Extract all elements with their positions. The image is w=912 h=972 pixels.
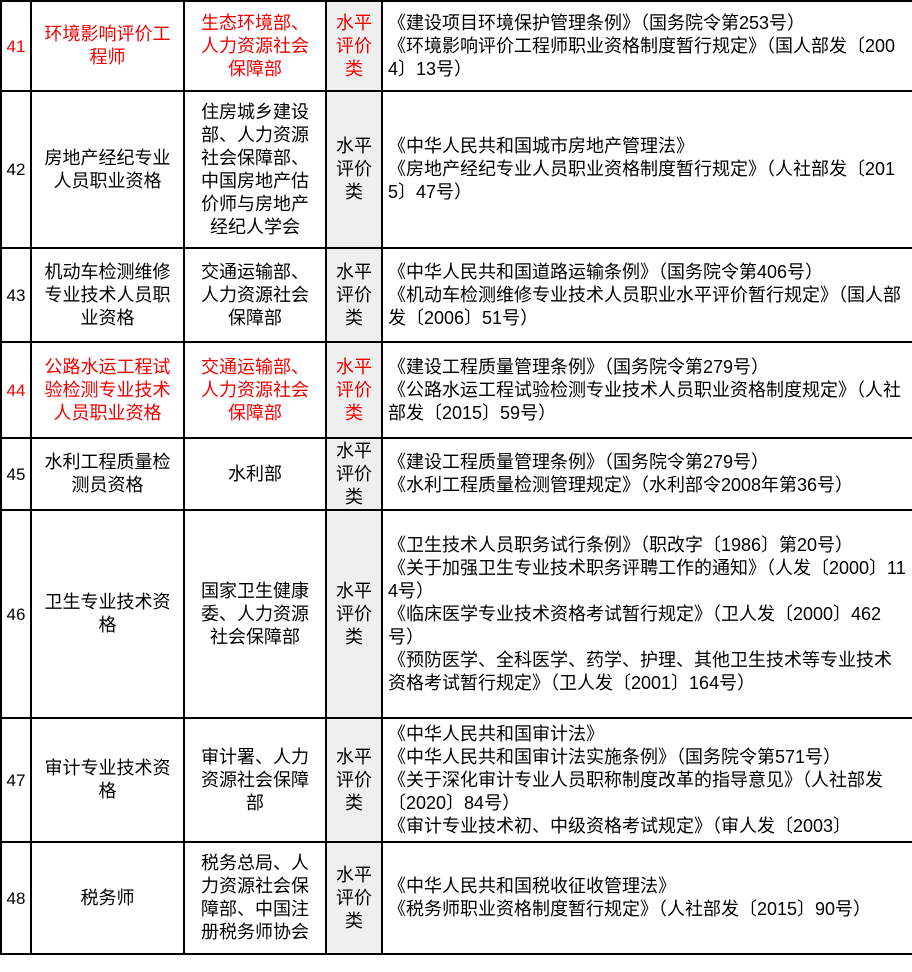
qualification-name: 审计专业技术资格 <box>30 717 185 843</box>
legal-basis-item: 《水利工程质量检测管理规定》（水利部令2008年第36号） <box>388 475 854 495</box>
table-row: 45 水利工程质量检测员资格 水利部 水平评价类 《建设工程质量管理条例》（国务… <box>0 437 912 511</box>
implementing-department: 交通运输部、人力资源社会保障部 <box>183 341 327 439</box>
legal-basis-item: 《预防医学、全科医学、药学、护理、其他卫生技术等专业技术资格考试暂行规定》（卫人… <box>388 649 892 693</box>
legal-basis-item: 《中华人民共和国道路运输条例》（国务院令第406号） <box>388 261 824 282</box>
table-row: 48 税务师 税务总局、人力资源社会保障部、中国注册税务师协会 水平评价类 《中… <box>0 841 912 955</box>
legal-basis-item: 《审计专业技术初、中级资格考试规定》（审人发〔2003〕 <box>388 815 852 836</box>
qualification-name: 房地产经纪专业人员职业资格 <box>30 90 185 249</box>
row-number: 45 <box>0 437 32 511</box>
category-label: 水平评价类 <box>325 90 383 249</box>
legal-basis-cell: 《建设工程质量管理条例》（国务院令第279号） 《公路水运工程试验检测专业技术人员… <box>381 341 912 439</box>
implementing-department: 审计署、人力资源社会保障部 <box>183 717 327 843</box>
table-row: 46 卫生专业技术资格 国家卫生健康委、人力资源社会保障部 水平评价类 《卫生技… <box>0 509 912 719</box>
legal-basis-item: 《中华人民共和国城市房地产管理法》 <box>388 136 694 156</box>
row-number: 48 <box>0 841 32 955</box>
legal-basis-item: 《建设工程质量管理条例》（国务院令第279号） <box>388 356 770 377</box>
legal-basis-item: 《中华人民共和国税收征收管理法》 <box>388 876 676 896</box>
qualification-name: 税务师 <box>30 841 185 955</box>
legal-basis-item: 《关于加强卫生专业技术职务评聘工作的通知》（人发〔2000〕114号） <box>388 557 906 601</box>
legal-basis-cell: 《建设工程质量管理条例》（国务院令第279号） 《水利工程质量检测管理规定》（水利… <box>381 437 912 511</box>
legal-basis-item: 《建设项目环境保护管理条例》（国务院令第253号） <box>388 12 806 33</box>
row-number: 43 <box>0 247 32 343</box>
legal-basis-cell: 《中华人民共和国城市房地产管理法》《房地产经纪专业人员职业资格制度暂行规定》（人… <box>381 90 912 249</box>
category-label: 水平评价类 <box>325 509 383 719</box>
implementing-department: 水利部 <box>183 437 327 511</box>
legal-basis-cell: 《中华人民共和国道路运输条例》（国务院令第406号） 《机动车检测维修专业技术人员… <box>381 247 912 343</box>
category-label: 水平评价类 <box>325 841 383 955</box>
category-label: 水平评价类 <box>325 437 383 511</box>
row-number: 42 <box>0 90 32 249</box>
row-number: 44 <box>0 341 32 439</box>
qualification-name: 机动车检测维修专业技术人员职业资格 <box>30 247 185 343</box>
table-row: 41 环境影响评价工程师 生态环境部、人力资源社会保障部 水平评价类 《建设项目… <box>0 0 912 92</box>
implementing-department: 交通运输部、人力资源社会保障部 <box>183 247 327 343</box>
legal-basis-item: 《临床医学专业技术资格考试暂行规定》（卫人发〔2000〕462号） <box>388 603 882 647</box>
qualification-name: 环境影响评价工程师 <box>30 0 185 92</box>
legal-basis-item: 《建设工程质量管理条例》（国务院令第279号） <box>388 452 770 472</box>
legal-basis-item: 《中华人民共和国审计法实施条例》（国务院令第571号） <box>388 746 842 767</box>
implementing-department: 国家卫生健康委、人力资源社会保障部 <box>183 509 327 719</box>
qualification-name: 公路水运工程试验检测专业技术人员职业资格 <box>30 341 185 439</box>
category-label: 水平评价类 <box>325 0 383 92</box>
legal-basis-item: 《卫生技术人员职务试行条例》（职改字〔1986〕第20号） <box>388 534 854 555</box>
qualification-name: 水利工程质量检测员资格 <box>30 437 185 511</box>
legal-basis-item: 《税务师职业资格制度暂行规定》（人社部发〔2015〕90号） <box>388 899 872 919</box>
implementing-department: 住房城乡建设部、人力资源社会保障部、中国房地产估价师与房地产经纪人学会 <box>183 90 327 249</box>
legal-basis-cell: 《中华人民共和国审计法》 《中华人民共和国审计法实施条例》（国务院令第571号）《… <box>381 717 912 843</box>
row-number: 46 <box>0 509 32 719</box>
row-number: 47 <box>0 717 32 843</box>
legal-basis-item: 《关于深化审计专业人员职称制度改革的指导意见》（人社部发〔2020〕84号） <box>388 769 883 813</box>
table-row: 43 机动车检测维修专业技术人员职业资格 交通运输部、人力资源社会保障部 水平评… <box>0 247 912 343</box>
table-row: 44 公路水运工程试验检测专业技术人员职业资格 交通运输部、人力资源社会保障部 … <box>0 341 912 439</box>
legal-basis-item: 《房地产经纪专业人员职业资格制度暂行规定》（人社部发〔2015〕47号） <box>388 159 896 202</box>
implementing-department: 税务总局、人力资源社会保障部、中国注册税务师协会 <box>183 841 327 955</box>
row-number: 41 <box>0 0 32 92</box>
legal-basis-cell: 《卫生技术人员职务试行条例》（职改字〔1986〕第20号） 《关于加强卫生专业技术… <box>381 509 912 719</box>
implementing-department: 生态环境部、人力资源社会保障部 <box>183 0 327 92</box>
legal-basis-item: 《中华人民共和国审计法》 <box>388 723 604 744</box>
legal-basis-cell: 《中华人民共和国税收征收管理法》《税务师职业资格制度暂行规定》（人社部发〔201… <box>381 841 912 955</box>
legal-basis-item: 《机动车检测维修专业技术人员职业水平评价暂行规定》（国人部发〔2006〕51号） <box>388 284 901 328</box>
legal-basis-cell: 《建设项目环境保护管理条例》（国务院令第253号） 《环境影响评价工程师职业资格制… <box>381 0 912 92</box>
category-label: 水平评价类 <box>325 717 383 843</box>
legal-basis-item: 《环境影响评价工程师职业资格制度暂行规定》（国人部发〔2004〕13号） <box>388 35 896 79</box>
table-row: 42 房地产经纪专业人员职业资格 住房城乡建设部、人力资源社会保障部、中国房地产… <box>0 90 912 249</box>
category-label: 水平评价类 <box>325 247 383 343</box>
table-row: 47 审计专业技术资格 审计署、人力资源社会保障部 水平评价类 《中华人民共和国… <box>0 717 912 843</box>
legal-basis-item: 《公路水运工程试验检测专业技术人员职业资格制度规定》（人社部发〔2015〕59号… <box>388 379 901 423</box>
qualification-name: 卫生专业技术资格 <box>30 509 185 719</box>
category-label: 水平评价类 <box>325 341 383 439</box>
